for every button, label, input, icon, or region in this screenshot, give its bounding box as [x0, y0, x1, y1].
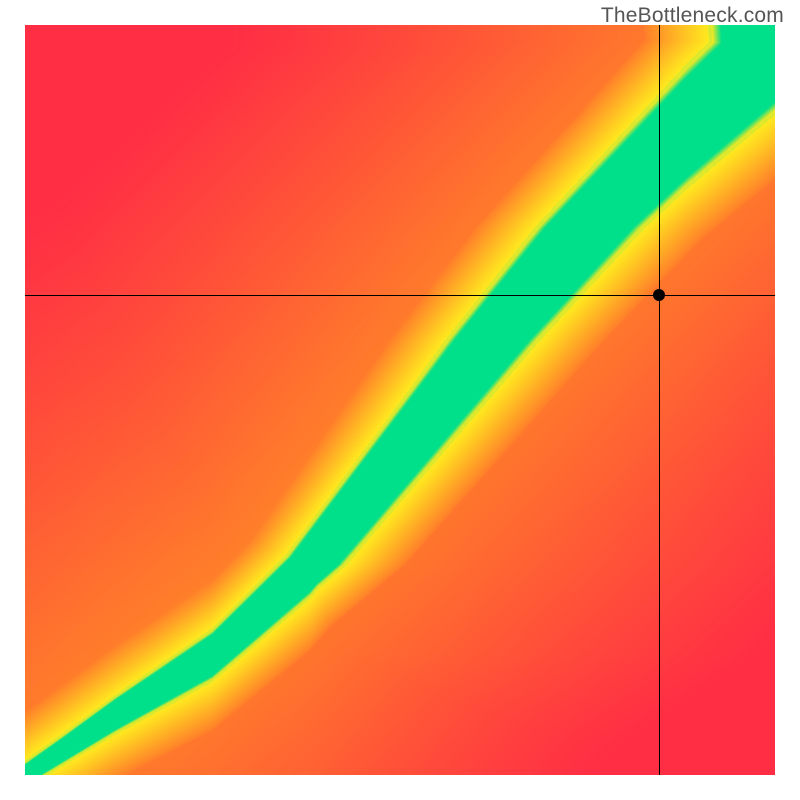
- crosshair-marker-dot: [653, 289, 665, 301]
- heatmap-canvas: [25, 25, 775, 775]
- crosshair-vertical-line: [659, 25, 660, 775]
- bottleneck-heatmap: [25, 25, 775, 775]
- watermark-text: TheBottleneck.com: [601, 4, 784, 28]
